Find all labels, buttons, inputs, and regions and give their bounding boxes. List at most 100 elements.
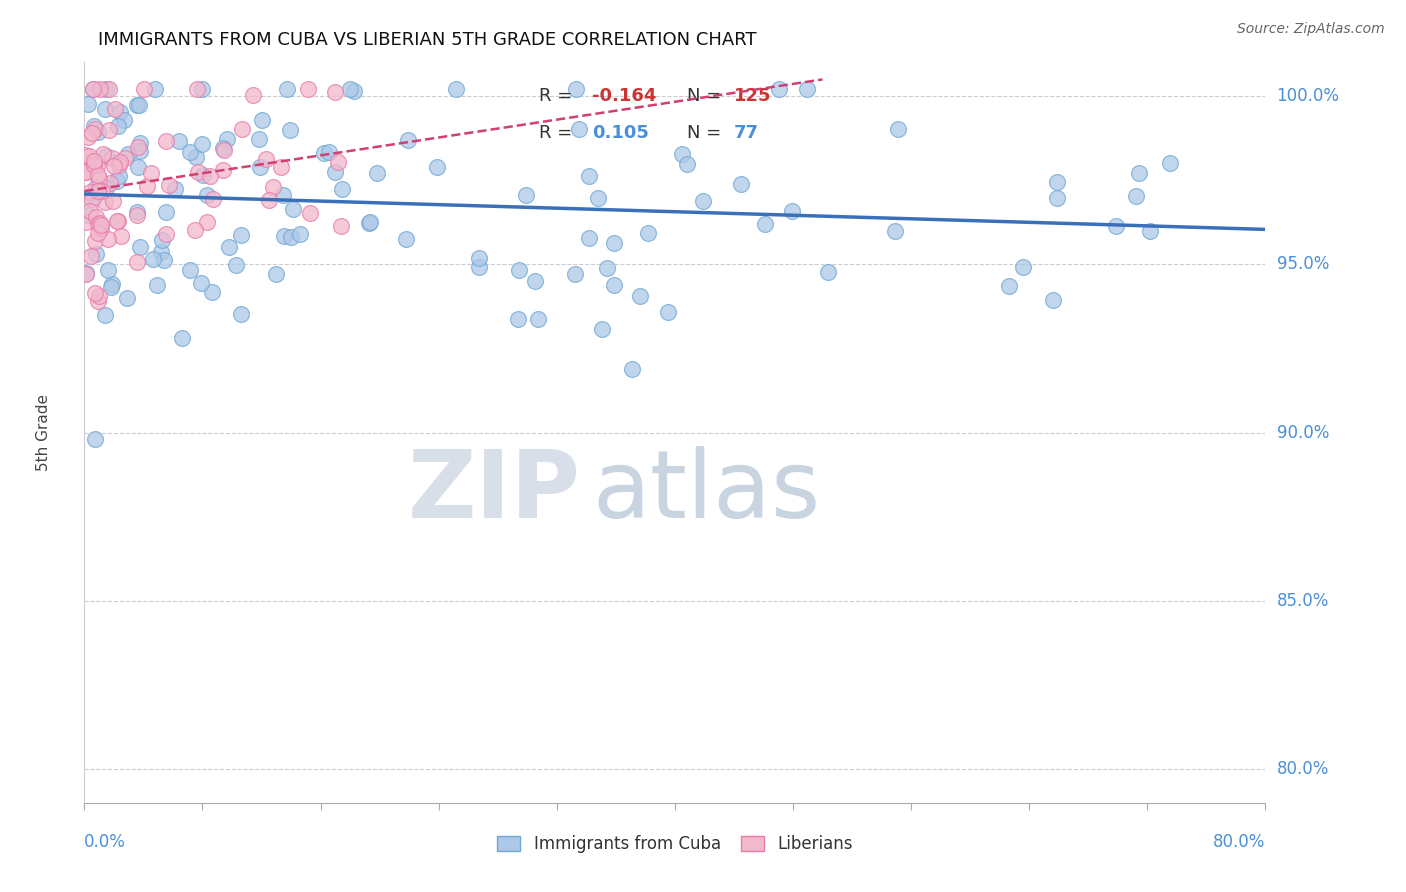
Point — [886, 121, 908, 136]
Point — [128, 144, 150, 158]
Point — [191, 137, 214, 152]
Point — [225, 258, 247, 272]
Point — [883, 224, 905, 238]
Point — [107, 120, 129, 134]
Point — [359, 215, 381, 229]
Point — [198, 169, 221, 183]
Point — [768, 82, 790, 96]
Point — [426, 161, 449, 175]
Point — [620, 361, 643, 376]
Point — [80, 126, 103, 140]
Point — [75, 165, 97, 179]
Point — [80, 249, 103, 263]
Point — [586, 190, 609, 204]
Point — [91, 184, 114, 198]
Point — [730, 177, 752, 191]
Point — [77, 208, 100, 222]
Point — [288, 227, 311, 241]
Point — [127, 205, 149, 219]
Text: 80.0%: 80.0% — [1277, 760, 1329, 778]
Point — [179, 263, 201, 277]
Point — [84, 210, 107, 224]
Point — [325, 85, 347, 99]
Point — [79, 149, 101, 163]
Point — [90, 221, 112, 235]
Point — [132, 82, 155, 96]
Point — [86, 159, 108, 173]
Point — [87, 227, 110, 241]
Point — [101, 151, 124, 165]
Point — [657, 305, 679, 319]
Text: 0.0%: 0.0% — [84, 833, 127, 851]
Point — [94, 181, 117, 195]
Point — [86, 184, 108, 198]
Point — [108, 158, 131, 172]
Point — [187, 164, 209, 178]
Point — [93, 308, 115, 322]
Text: Source: ZipAtlas.com: Source: ZipAtlas.com — [1237, 22, 1385, 37]
Point — [312, 146, 335, 161]
Point — [817, 265, 839, 279]
Point — [127, 161, 149, 175]
Point — [110, 105, 132, 120]
Point — [515, 188, 537, 202]
Point — [191, 168, 214, 182]
Point — [591, 321, 613, 335]
Text: -0.164: -0.164 — [592, 87, 657, 104]
Point — [997, 279, 1019, 293]
Point — [94, 102, 117, 116]
Point — [87, 294, 110, 309]
Point — [1105, 219, 1128, 233]
Point — [578, 231, 600, 245]
Point — [93, 194, 115, 209]
Point — [83, 154, 105, 169]
Point — [318, 145, 340, 159]
Point — [242, 87, 264, 102]
Text: N =: N = — [686, 124, 727, 142]
Point — [89, 288, 111, 302]
Point — [108, 169, 131, 183]
Point — [83, 190, 105, 204]
Point — [564, 82, 586, 96]
Point — [129, 136, 152, 151]
Point — [82, 82, 104, 96]
Point — [100, 280, 122, 294]
Point — [298, 206, 321, 220]
Point — [339, 82, 361, 96]
Point — [578, 169, 600, 183]
Point — [79, 203, 101, 218]
Point — [568, 121, 591, 136]
Point — [101, 277, 124, 291]
Point — [96, 149, 118, 163]
Point — [112, 112, 135, 127]
Point — [183, 222, 205, 236]
Point — [283, 202, 305, 216]
Point — [103, 159, 125, 173]
Point — [780, 204, 803, 219]
Point — [444, 82, 467, 96]
Point — [273, 188, 295, 202]
Point — [186, 82, 208, 96]
Point — [366, 165, 388, 179]
Text: 90.0%: 90.0% — [1277, 424, 1329, 442]
Text: 95.0%: 95.0% — [1277, 255, 1329, 273]
Point — [107, 213, 129, 227]
Point — [179, 145, 201, 159]
Point — [83, 158, 105, 172]
Point — [90, 218, 112, 232]
Point — [80, 192, 103, 206]
Point — [602, 235, 624, 250]
Point — [89, 216, 111, 230]
Point — [270, 161, 292, 175]
Point — [86, 217, 108, 231]
Point — [323, 165, 346, 179]
Point — [170, 331, 193, 345]
Point — [212, 162, 235, 177]
Point — [329, 219, 352, 233]
Point — [467, 260, 489, 274]
Point — [127, 97, 149, 112]
Point — [97, 263, 120, 277]
Point — [76, 130, 98, 145]
Point — [97, 232, 120, 246]
Text: IMMIGRANTS FROM CUBA VS LIBERIAN 5TH GRADE CORRELATION CHART: IMMIGRANTS FROM CUBA VS LIBERIAN 5TH GRA… — [98, 31, 756, 49]
